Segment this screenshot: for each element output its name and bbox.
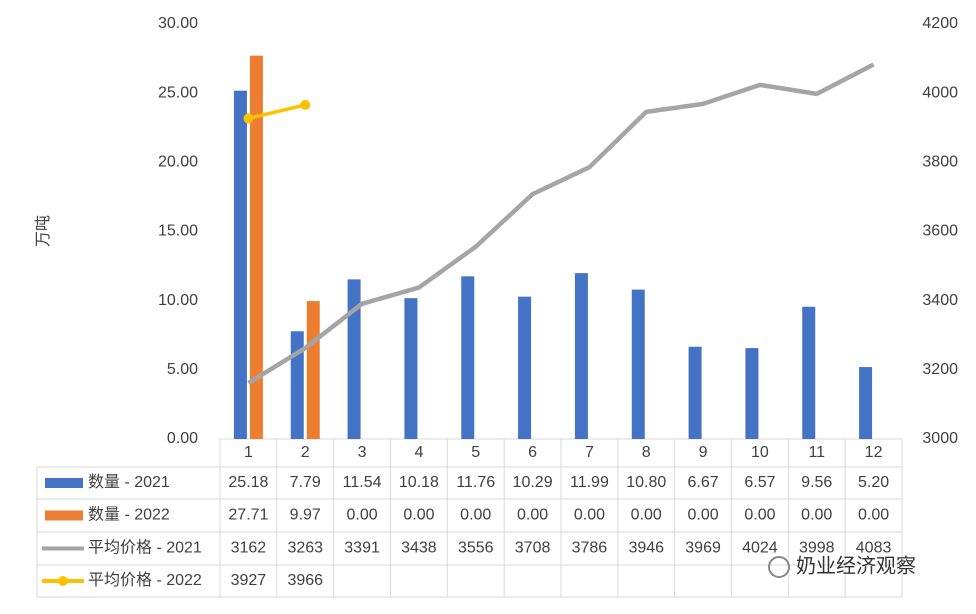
line-marker bbox=[243, 113, 254, 124]
table-cell: 11.99 bbox=[570, 474, 609, 491]
table-cell: 3966 bbox=[287, 572, 323, 589]
bar bbox=[802, 306, 816, 439]
y-tick-label: 30.00 bbox=[158, 15, 198, 32]
table-cell: 3391 bbox=[344, 540, 380, 557]
x-tick-label: 9 bbox=[699, 444, 708, 461]
table-cell: 10.80 bbox=[626, 474, 666, 491]
table-cell: 5.20 bbox=[858, 474, 889, 491]
bar bbox=[574, 273, 588, 439]
y2-tick-label: 4200 bbox=[922, 15, 958, 32]
table-cell: 27.71 bbox=[228, 507, 268, 524]
legend-label: 平均价格 - 2021 bbox=[88, 539, 202, 557]
table-cell: 4024 bbox=[742, 540, 778, 557]
table-cell: 0.00 bbox=[517, 507, 548, 524]
x-tick-label: 2 bbox=[301, 444, 310, 461]
table-cell: 0.00 bbox=[744, 507, 775, 524]
y-tick-label: 0.00 bbox=[167, 430, 198, 447]
table-cell: 3786 bbox=[572, 540, 608, 557]
bar bbox=[518, 296, 532, 439]
table-cell: 0.00 bbox=[801, 507, 832, 524]
y-tick-label: 15.00 bbox=[158, 223, 198, 240]
bar bbox=[233, 90, 247, 439]
bar bbox=[631, 289, 645, 439]
table-cell: 6.57 bbox=[744, 474, 775, 491]
x-tick-label: 10 bbox=[751, 444, 769, 461]
bar bbox=[688, 346, 702, 439]
y2-tick-label: 3400 bbox=[922, 292, 958, 309]
y2-tick-label: 4000 bbox=[922, 84, 958, 101]
table-cell: 0.00 bbox=[688, 507, 719, 524]
table-cell: 3998 bbox=[799, 540, 835, 557]
table-cell: 0.00 bbox=[460, 507, 491, 524]
y2-tick-label: 3600 bbox=[922, 223, 958, 240]
legend-label: 平均价格 - 2022 bbox=[88, 571, 202, 589]
bar bbox=[249, 55, 263, 439]
table-cell: 10.18 bbox=[399, 474, 439, 491]
bar bbox=[290, 331, 304, 439]
line bbox=[248, 103, 306, 121]
table-cell: 7.79 bbox=[290, 474, 321, 491]
table-cell: 0.00 bbox=[403, 507, 434, 524]
y-tick-label: 20.00 bbox=[158, 154, 198, 171]
x-tick-label: 7 bbox=[585, 444, 594, 461]
x-tick-label: 12 bbox=[865, 444, 883, 461]
legend-swatch bbox=[45, 510, 83, 521]
bar bbox=[347, 279, 361, 439]
watermark: 奶业经济观察 bbox=[796, 554, 916, 577]
table-cell: 9.56 bbox=[801, 474, 832, 491]
table-cell: 3556 bbox=[458, 540, 494, 557]
table-cell: 3946 bbox=[628, 540, 664, 557]
legend-marker bbox=[58, 576, 68, 586]
y-tick-label: 10.00 bbox=[158, 292, 198, 309]
bar bbox=[461, 276, 475, 439]
y2-tick-label: 3200 bbox=[922, 361, 958, 378]
y2-tick-label: 3000 bbox=[922, 430, 958, 447]
table-cell: 6.67 bbox=[688, 474, 719, 491]
table-cell: 0.00 bbox=[858, 507, 889, 524]
x-tick-label: 4 bbox=[414, 444, 423, 461]
table-cell: 3708 bbox=[515, 540, 551, 557]
table-cell: 3438 bbox=[401, 540, 437, 557]
table-cell: 3927 bbox=[231, 572, 267, 589]
line-marker bbox=[300, 99, 311, 110]
y2-tick-label: 3800 bbox=[922, 154, 958, 171]
table-cell: 3263 bbox=[287, 540, 323, 557]
x-tick-label: 6 bbox=[528, 444, 537, 461]
table-cell: 0.00 bbox=[574, 507, 605, 524]
bar bbox=[859, 367, 873, 439]
x-tick-label: 5 bbox=[471, 444, 480, 461]
table-cell: 11.76 bbox=[456, 474, 495, 491]
table-cell: 0.00 bbox=[347, 507, 378, 524]
table-cell: 4083 bbox=[856, 540, 892, 557]
bar bbox=[745, 348, 759, 439]
table-cell: 3969 bbox=[685, 540, 721, 557]
legend-swatch bbox=[45, 478, 83, 488]
table-cell: 0.00 bbox=[631, 507, 662, 524]
x-tick-label: 11 bbox=[808, 444, 825, 461]
y-tick-label: 25.00 bbox=[158, 84, 198, 101]
table-cell: 3162 bbox=[231, 540, 267, 557]
line bbox=[247, 62, 875, 385]
legend-label: 数量 - 2021 bbox=[88, 473, 170, 491]
y-tick-label: 5.00 bbox=[167, 361, 198, 378]
table-cell: 11.54 bbox=[343, 474, 382, 491]
y-axis-label: 万吨 bbox=[34, 215, 52, 247]
bar bbox=[306, 301, 320, 439]
x-tick-label: 8 bbox=[642, 444, 651, 461]
watermark-icon bbox=[768, 556, 790, 578]
table-cell: 9.97 bbox=[290, 507, 321, 524]
x-tick-label: 1 bbox=[244, 444, 253, 461]
table-cell: 10.29 bbox=[513, 474, 553, 491]
legend-label: 数量 - 2022 bbox=[88, 506, 170, 524]
table-cell: 25.18 bbox=[228, 474, 268, 491]
bar bbox=[404, 298, 418, 439]
x-tick-label: 3 bbox=[358, 444, 367, 461]
